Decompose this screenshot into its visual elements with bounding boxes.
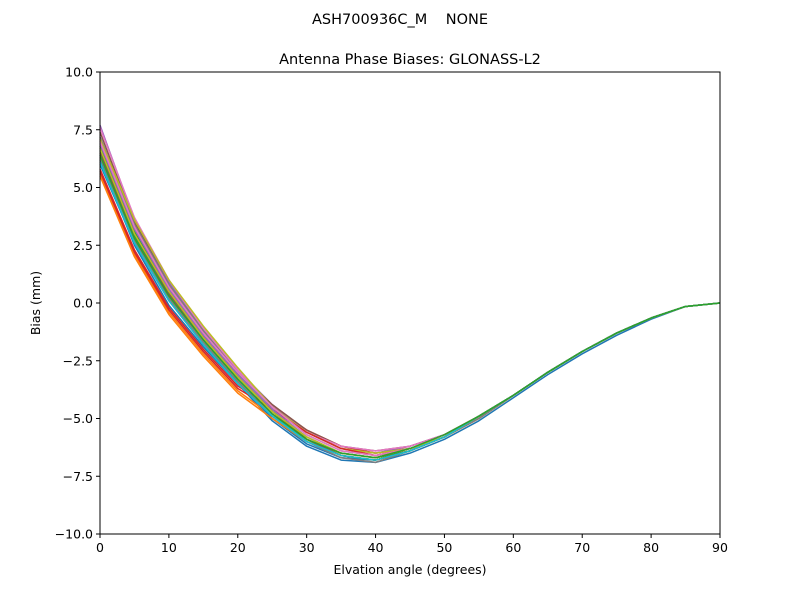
x-tick-label: 10: [161, 540, 177, 555]
y-tick-label: 7.5: [73, 122, 93, 137]
figure-suptitle: ASH700936C_M NONE: [312, 12, 488, 28]
series-line-7: [99, 127, 721, 452]
series-layer: [99, 124, 721, 464]
y-tick-label: 5.0: [73, 180, 93, 195]
x-tick-label: 40: [368, 540, 384, 555]
series-line-15: [99, 143, 721, 459]
y-axis-ticks: −10.0 −7.5 −5.0 −2.5 0.0 2.5 5.0 7.5 10.0: [55, 65, 100, 542]
y-tick-label: −10.0: [55, 527, 93, 542]
y-tick-label: 10.0: [65, 65, 93, 80]
series-line-6: [99, 131, 721, 452]
series-line-10: [99, 154, 721, 461]
x-tick-label: 50: [436, 540, 452, 555]
axes-frame: [99, 71, 721, 535]
x-tick-label: 90: [712, 540, 728, 555]
y-tick-label: −2.5: [63, 353, 93, 368]
series-line-16: [99, 152, 721, 461]
y-tick-label: 2.5: [73, 238, 93, 253]
series-line-8: [99, 136, 721, 457]
y-tick-label: −5.0: [63, 411, 93, 426]
x-tick-label: 70: [574, 540, 590, 555]
series-line-9: [99, 138, 721, 454]
y-axis-label: Bias (mm): [28, 271, 43, 335]
series-line-1: [99, 159, 721, 464]
series-line-18: [99, 157, 721, 464]
x-tick-label: 0: [96, 540, 104, 555]
series-line-5: [99, 124, 721, 454]
series-line-19: [99, 147, 721, 459]
y-tick-label: −7.5: [63, 469, 93, 484]
x-tick-label: 60: [505, 540, 521, 555]
x-axis-label: Elvation angle (degrees): [333, 562, 486, 577]
series-line-13: [99, 145, 721, 461]
x-axis-ticks: 0 10 20 30 40 50 60 70 80 90: [96, 534, 728, 555]
series-line-21: [99, 154, 721, 459]
x-tick-label: 20: [230, 540, 246, 555]
x-tick-label: 80: [643, 540, 659, 555]
chart-title: Antenna Phase Biases: GLONASS-L2: [279, 52, 541, 68]
y-tick-label: 0.0: [73, 296, 93, 311]
series-line-3: [99, 150, 721, 459]
series-line-17: [99, 141, 721, 457]
x-tick-label: 30: [299, 540, 315, 555]
